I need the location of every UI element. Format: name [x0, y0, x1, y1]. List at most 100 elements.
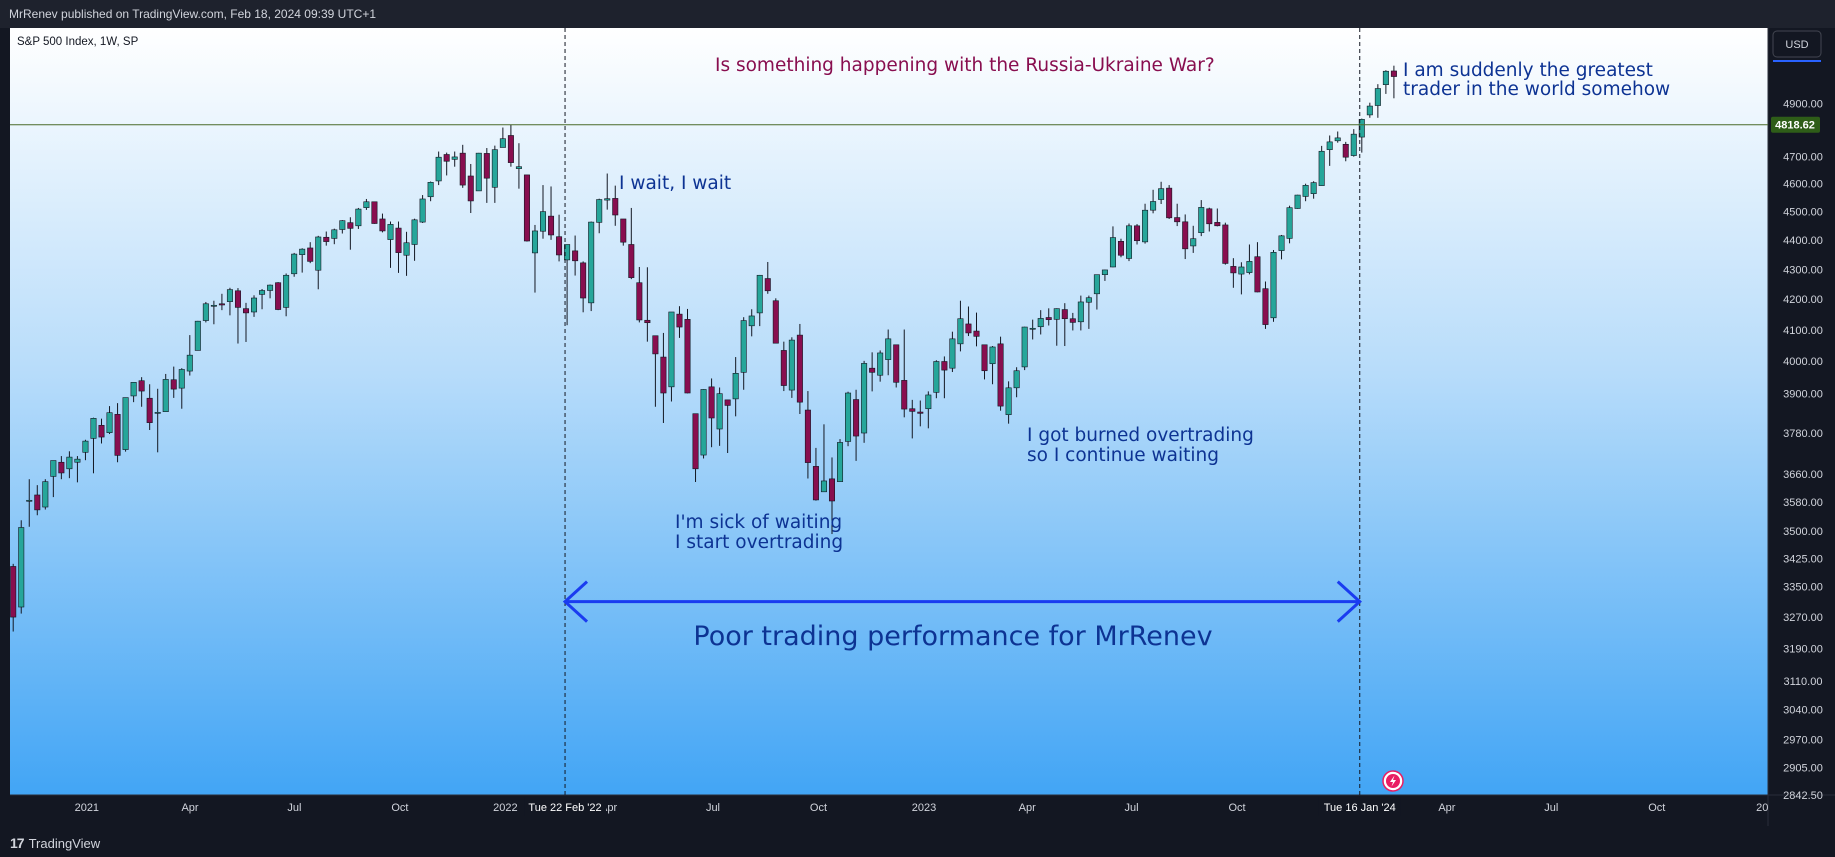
candle	[1294, 194, 1301, 209]
y-tick-label: 3040.00	[1783, 705, 1823, 717]
candle	[620, 218, 627, 246]
candle	[1222, 222, 1229, 265]
candle	[339, 220, 346, 234]
candle	[331, 228, 338, 245]
candle	[483, 148, 490, 203]
candle	[1302, 183, 1309, 202]
candle	[556, 214, 563, 262]
candle	[540, 185, 547, 239]
candle	[467, 163, 474, 214]
candle	[564, 244, 571, 326]
x-tick-label: Apr	[1438, 802, 1455, 814]
candle	[443, 152, 450, 176]
candle	[347, 217, 354, 250]
candle	[756, 274, 763, 327]
lightning-icon[interactable]	[1382, 770, 1404, 792]
candle	[162, 373, 169, 413]
candle	[845, 391, 852, 447]
candle	[676, 306, 683, 338]
candle	[1109, 226, 1116, 268]
candle	[1126, 223, 1133, 262]
crosshair-date-1-label: Tue 22 Feb '22	[528, 802, 601, 814]
x-tick-label: Apr	[181, 802, 198, 814]
candle	[684, 308, 691, 394]
usd-button-label: USD	[1785, 39, 1808, 51]
candle	[708, 378, 715, 448]
candle	[315, 235, 322, 290]
candle	[10, 563, 17, 632]
candle	[788, 337, 795, 398]
candle	[772, 298, 779, 344]
x-tick-label: Oct	[810, 802, 827, 814]
publish-header-text: MrRenev published on TradingView.com, Fe…	[9, 7, 376, 21]
candle	[34, 485, 41, 516]
candle	[1238, 262, 1245, 295]
candle	[981, 344, 988, 380]
candle	[1158, 181, 1165, 205]
y-tick-label: 4100.00	[1783, 325, 1823, 337]
candle	[299, 248, 306, 273]
candle	[724, 399, 731, 453]
annotation-russia: Is something happening with the Russia-U…	[715, 55, 1215, 76]
y-tick-label: 3660.00	[1783, 469, 1823, 481]
price-axis-background	[1768, 28, 1835, 795]
y-tick-label: 4200.00	[1783, 294, 1823, 306]
candle	[371, 201, 378, 224]
candle	[226, 287, 233, 316]
y-tick-label: 4400.00	[1783, 235, 1823, 247]
x-tick-label: Oct	[391, 802, 408, 814]
price-axis: 2842.50 2905.00 2970.00 3040.00 3110.00 3190.…	[1783, 98, 1823, 802]
candle	[475, 152, 482, 192]
publish-header: MrRenev published on TradingView.com, Fe…	[0, 0, 1835, 28]
x-tick-label: Oct	[1228, 802, 1245, 814]
candle	[42, 479, 49, 510]
y-tick-label: 3425.00	[1783, 553, 1823, 565]
candle	[1342, 141, 1349, 162]
annotation-sick-2: I start overtrading	[675, 532, 843, 553]
x-tick-label: Jul	[287, 802, 301, 814]
candle	[612, 185, 619, 226]
candle	[732, 357, 739, 417]
candle	[1029, 319, 1036, 340]
candle	[869, 352, 876, 392]
usd-button[interactable]: USD	[1772, 30, 1822, 58]
candle	[1182, 214, 1189, 260]
candle	[1117, 238, 1124, 258]
footer-bar: 17 TradingView	[0, 826, 1835, 857]
candle	[451, 151, 458, 167]
candle	[1045, 308, 1052, 326]
candle	[1278, 234, 1285, 260]
x-tick-label: 2021	[75, 802, 99, 814]
candle	[194, 320, 201, 351]
candle	[580, 261, 587, 313]
candle	[668, 311, 675, 402]
y-tick-label: 4300.00	[1783, 264, 1823, 276]
candle	[973, 312, 980, 347]
candle	[1262, 281, 1269, 329]
candle	[877, 350, 884, 382]
crosshair-date-2: Tue 16 Jan '24	[1318, 797, 1401, 816]
tradingview-brand[interactable]: 17 TradingView	[10, 835, 100, 851]
candle	[1326, 135, 1333, 166]
candle	[700, 389, 707, 459]
candle	[170, 366, 177, 398]
candle	[989, 346, 996, 385]
y-tick-label: 2970.00	[1783, 734, 1823, 746]
performance-arrow	[562, 580, 1362, 623]
candle	[820, 424, 827, 493]
candle	[90, 417, 97, 474]
annotation-poor-performance: Poor trading performance for MrRenev	[693, 621, 1212, 652]
candle	[1150, 189, 1157, 214]
candle	[259, 288, 266, 310]
candle	[837, 439, 844, 482]
candle	[628, 207, 635, 280]
candle	[202, 301, 209, 323]
candle	[186, 335, 193, 376]
x-tick-label: 20	[1756, 802, 1768, 814]
candle	[828, 457, 835, 535]
price-tag: 4818.62	[1771, 116, 1820, 133]
candle	[652, 335, 659, 407]
candle	[491, 145, 498, 203]
candle	[114, 403, 121, 463]
